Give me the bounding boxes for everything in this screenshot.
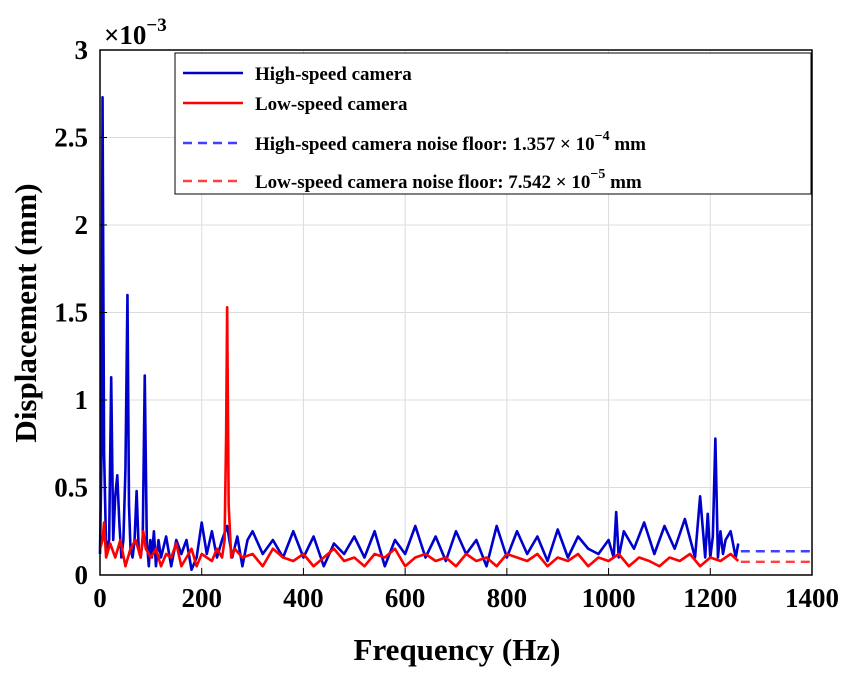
legend-label: High-speed camera noise floor: 1.357 × 1… — [255, 129, 646, 155]
x-tick-label: 600 — [385, 583, 426, 613]
legend-label: High-speed camera — [255, 64, 412, 85]
y-axis-title: Displacement (mm) — [8, 183, 43, 442]
series-line-low-speed — [98, 305, 740, 568]
y-tick-label: 2.5 — [54, 123, 88, 153]
legend-label: Low-speed camera noise floor: 7.542 × 10… — [255, 167, 642, 193]
series-layer — [98, 95, 810, 572]
x-tick-label: 0 — [93, 583, 107, 613]
y-tick-label: 1.5 — [54, 298, 88, 328]
y-axis-exponent: ×10−3 — [104, 15, 167, 50]
legend-box — [174, 52, 812, 195]
y-tick-label: 3 — [75, 35, 89, 65]
y-tick-label: 2 — [75, 210, 89, 240]
y-tick-label: 0.5 — [54, 473, 88, 503]
legend-label: Low-speed camera — [255, 94, 408, 115]
y-axis-ticks: 0 0.5 1 1.5 2 2.5 3 — [54, 35, 107, 590]
x-tick-label: 400 — [283, 583, 324, 613]
y-tick-label: 0 — [75, 560, 89, 590]
x-tick-label: 800 — [487, 583, 528, 613]
x-tick-label: 200 — [181, 583, 222, 613]
x-axis-title: Frequency (Hz) — [354, 632, 561, 667]
x-tick-label: 1000 — [582, 583, 636, 613]
legend: High-speed camera Low-speed camera High-sp… — [174, 52, 812, 195]
y-tick-label: 1 — [75, 385, 89, 415]
x-tick-label: 1200 — [683, 583, 737, 613]
x-tick-label: 1400 — [785, 583, 839, 613]
x-axis-ticks: 0 200 400 600 800 1000 1200 1400 — [93, 568, 839, 613]
